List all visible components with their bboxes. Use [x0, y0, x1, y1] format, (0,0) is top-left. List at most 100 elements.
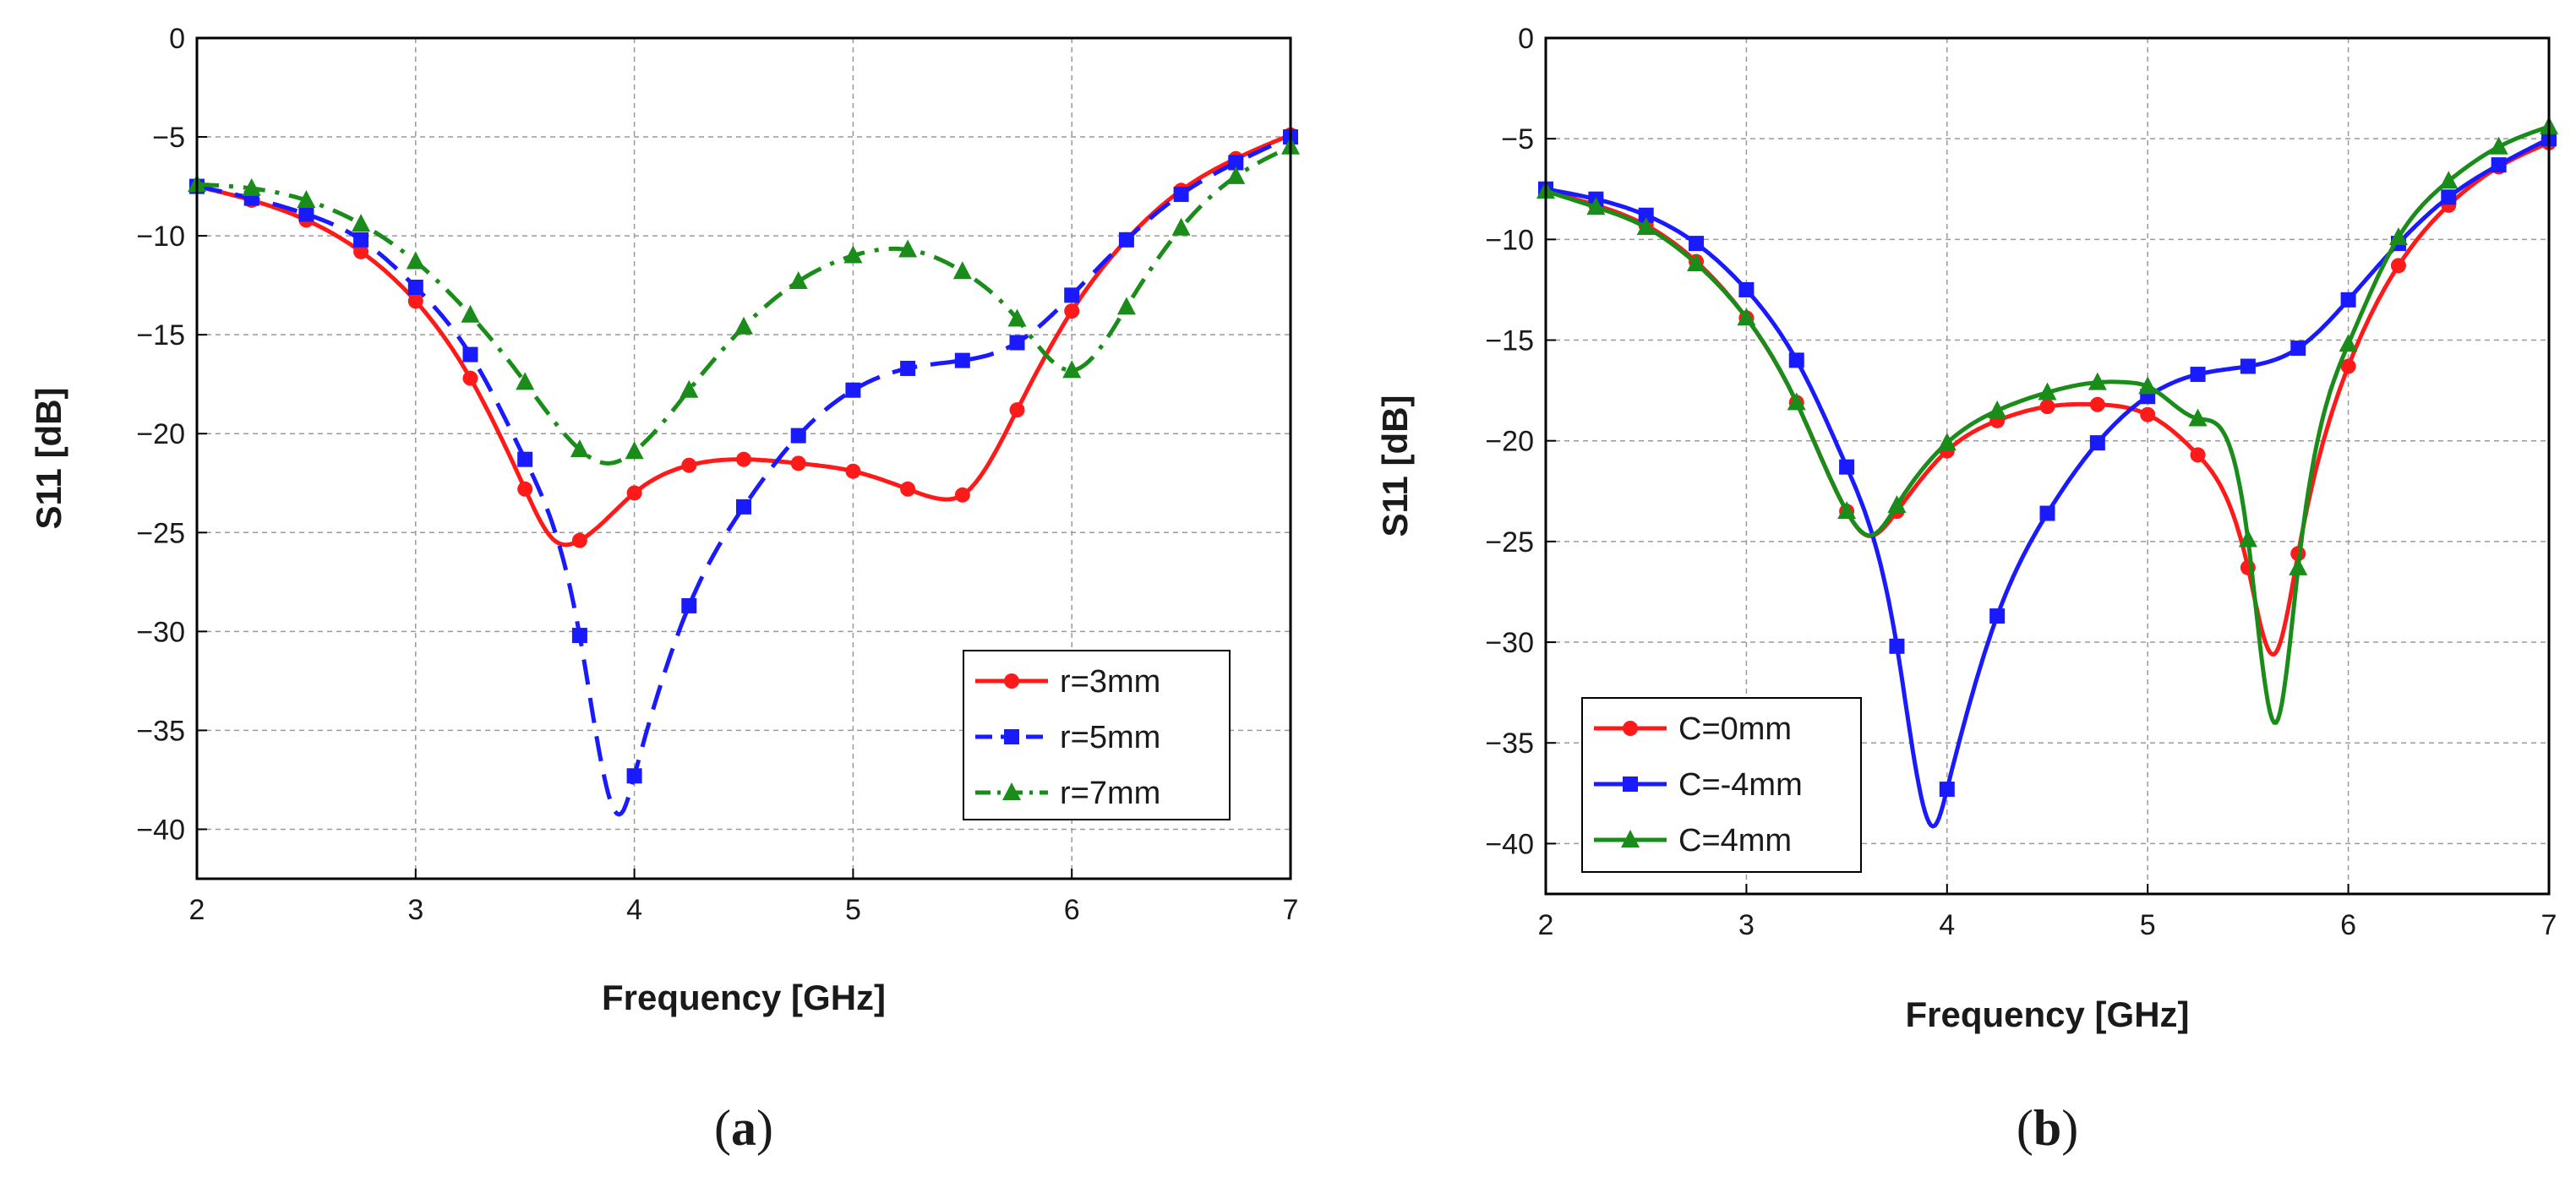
legend-label-a-3: r=7mm [1060, 776, 1160, 811]
data-point-b-1 [2089, 396, 2105, 412]
series-b-2 [1538, 131, 2557, 829]
panel-label-a: (a) [714, 1100, 773, 1156]
data-point-b-3 [1687, 253, 1706, 271]
data-point-a-3 [625, 441, 644, 460]
legend-item-a-1: r=3mm [975, 664, 1160, 700]
data-point-b-2 [2491, 157, 2507, 173]
y-tick-label-a: −20 [136, 418, 185, 450]
data-point-a-3 [352, 214, 371, 232]
data-point-a-3 [679, 379, 699, 398]
x-tick-label-b: 4 [1939, 909, 1955, 941]
data-point-a-3 [734, 316, 753, 335]
legend-b: C=0mm C=-4mm C=4mm [1581, 697, 1862, 873]
legend-item-b-2: C=-4mm [1594, 767, 1803, 803]
data-point-b-3 [1988, 400, 2007, 418]
data-point-b-2 [2039, 505, 2055, 521]
x-tick-label-a: 7 [1283, 894, 1299, 926]
series-line-a-2 [196, 134, 1291, 817]
y-tick-label-b: 0 [1518, 23, 1534, 55]
data-point-b-2 [1689, 236, 1705, 252]
data-point-b-3 [1837, 501, 1857, 520]
data-point-a-3 [952, 261, 972, 280]
x-tick-label-b: 7 [2541, 909, 2557, 941]
chart-panel-b: 2 3 4 5 6 7 0 −5 −10 −15 −20 −25 −30 −35 −40 Frequency … [1375, 23, 2558, 1156]
y-tick-label-b: −10 [1485, 224, 1534, 256]
chart-panel-a: 2 3 4 5 6 7 0 −5 −10 −15 −20 −25 −30 −35 −40 Frequency … [29, 23, 1300, 1156]
data-point-a-3 [789, 270, 808, 289]
x-axis-label-b: Frequency [GHz] [1905, 994, 2189, 1034]
data-point-a-3 [516, 372, 535, 390]
data-point-b-3 [1937, 433, 1957, 451]
legend-swatch-marker-a-2 [1004, 729, 1019, 744]
plot-frame-b [1544, 36, 2551, 896]
data-point-a-3 [406, 251, 425, 270]
data-point-a-3 [461, 304, 480, 323]
x-tick-label-a: 6 [1064, 894, 1080, 926]
y-tick-label-a: −30 [136, 616, 185, 648]
data-point-b-1 [2190, 447, 2206, 463]
legend-item-a-3: r=7mm [975, 776, 1160, 811]
y-tick-label-a: −15 [136, 319, 185, 351]
data-point-b-3 [2238, 529, 2257, 548]
x-tick-label-b: 3 [1738, 909, 1755, 941]
legend-label-a-1: r=3mm [1060, 664, 1160, 700]
data-point-a-2 [1118, 232, 1134, 248]
data-point-b-3 [1586, 197, 1606, 215]
data-point-a-2 [626, 768, 642, 784]
legend-label-a-2: r=5mm [1060, 720, 1160, 755]
data-point-b-2 [1738, 281, 1755, 297]
data-point-a-2 [790, 428, 806, 444]
y-tick-label-a: −5 [152, 122, 185, 154]
y-tick-label-b: −35 [1485, 727, 1534, 760]
y-tick-label-b: −25 [1485, 526, 1534, 559]
data-point-a-3 [297, 189, 316, 208]
y-tick-label-b: −40 [1485, 828, 1534, 860]
panel-label-open-a: ( [714, 1100, 731, 1156]
panel-label-letter-b: b [2033, 1100, 2061, 1156]
data-point-b-2 [2441, 189, 2457, 205]
data-point-a-2 [1064, 287, 1080, 303]
data-point-b-3 [2489, 136, 2508, 155]
data-point-a-3 [1007, 308, 1027, 327]
y-tick-label-b: −15 [1485, 325, 1534, 357]
data-point-b-2 [1788, 352, 1804, 368]
data-point-a-3 [242, 177, 261, 196]
data-point-b-3 [2289, 557, 2308, 575]
data-point-a-1 [845, 463, 861, 479]
data-point-b-2 [2089, 435, 2105, 451]
y-tick-label-a: −10 [136, 221, 185, 253]
data-point-a-1 [900, 481, 916, 497]
data-point-b-3 [1636, 217, 1656, 236]
data-point-b-3 [1737, 308, 1756, 326]
y-tick-label-b: −30 [1485, 627, 1534, 659]
data-point-a-2 [407, 279, 423, 295]
data-point-b-3 [2388, 226, 2408, 245]
legend-swatch-marker-a-1 [1004, 673, 1019, 689]
panel-label-close-b: ) [2061, 1100, 2078, 1156]
legend-item-b-3: C=4mm [1594, 823, 1792, 858]
y-tick-label-b: −5 [1501, 123, 1534, 155]
data-point-b-3 [2038, 382, 2057, 401]
x-axis-label-a: Frequency [GHz] [602, 978, 886, 1017]
data-point-a-2 [571, 628, 587, 644]
data-point-a-2 [681, 597, 697, 613]
data-point-b-3 [1787, 392, 1806, 411]
y-axis-label-b: S11 [dB] [1375, 395, 1415, 537]
y-tick-label-b: −20 [1485, 426, 1534, 458]
x-tick-label-a: 4 [626, 894, 642, 926]
data-point-a-3 [1062, 360, 1082, 379]
data-point-a-3 [1116, 297, 1136, 315]
data-point-a-2 [298, 206, 314, 222]
y-tick-label-a: −25 [136, 517, 185, 549]
y-tick-label-a: −35 [136, 715, 185, 747]
data-point-b-2 [2240, 358, 2256, 374]
data-point-b-1 [2039, 399, 2055, 415]
data-point-a-2 [736, 499, 751, 515]
data-point-a-1 [462, 370, 478, 386]
panel-label-open-b: ( [2017, 1100, 2033, 1156]
panel-label-letter-a: a [731, 1100, 756, 1156]
series-a-3 [188, 136, 1300, 466]
data-point-a-1 [353, 243, 369, 259]
legend-swatch-marker-b-3 [1621, 830, 1640, 847]
x-tick-label-a: 2 [189, 894, 205, 926]
